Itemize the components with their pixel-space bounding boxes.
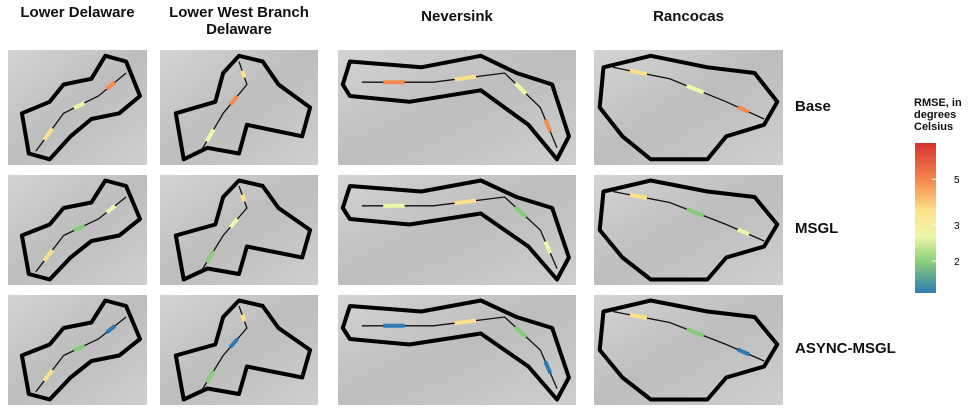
hillshade-panel <box>594 295 783 405</box>
stream-segment <box>242 71 244 78</box>
stream-segment <box>455 77 476 80</box>
colorbar-tick-label: 3 <box>954 221 960 232</box>
legend-title: RMSE, in degrees Celsius <box>914 97 977 133</box>
page: {"columns":[{"title":"Lower Delaware"},{… <box>0 0 977 411</box>
stream-segment <box>455 201 476 204</box>
row-label: ASYNC-MSGL <box>795 340 896 357</box>
stream-segment <box>242 315 244 322</box>
row-label: Base <box>795 98 831 115</box>
stream-segment <box>455 321 476 324</box>
hillshade-panel <box>594 175 783 285</box>
colorbar <box>915 143 936 293</box>
colorbar-tick-label: 5 <box>954 175 960 186</box>
column-title: Lower Delaware <box>0 4 163 21</box>
colorbar-tick-label: 2 <box>954 257 960 268</box>
row-label: MSGL <box>795 220 838 237</box>
column-title: Rancocas <box>604 8 774 25</box>
hillshade-panel <box>594 50 783 165</box>
column-title: Lower West Branch Delaware <box>154 4 324 38</box>
column-title: Neversink <box>372 8 542 25</box>
stream-segment <box>242 195 244 202</box>
